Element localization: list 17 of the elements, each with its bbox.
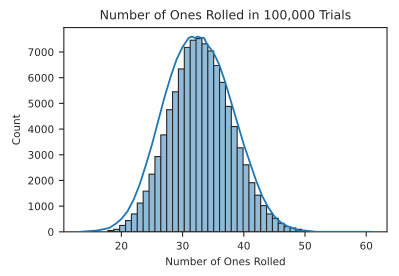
x-tick-label: 40 bbox=[238, 242, 250, 250]
y-tick-label: 2000 bbox=[28, 176, 54, 185]
y-tick-label: 1000 bbox=[28, 202, 54, 210]
y-tick-label: 4000 bbox=[28, 125, 54, 134]
x-axis-title: Number of Ones Rolled bbox=[166, 257, 285, 266]
x-tick-label: 50 bbox=[299, 242, 311, 250]
line-series bbox=[78, 36, 374, 232]
y-tick-label: 5000 bbox=[28, 100, 54, 108]
x-tick-label: 60 bbox=[360, 242, 372, 250]
x-tick-label: 20 bbox=[116, 242, 128, 250]
y-tick-label: 0 bbox=[48, 228, 54, 236]
y-axis-title: Count bbox=[12, 114, 20, 145]
chart-title: Number of Ones Rolled in 100,000 Trials bbox=[100, 10, 351, 21]
y-tick-label: 6000 bbox=[28, 74, 54, 82]
y-tick-label: 7000 bbox=[28, 48, 54, 56]
x-tick-label: 30 bbox=[176, 242, 189, 250]
y-tick-label: 3000 bbox=[28, 150, 54, 159]
